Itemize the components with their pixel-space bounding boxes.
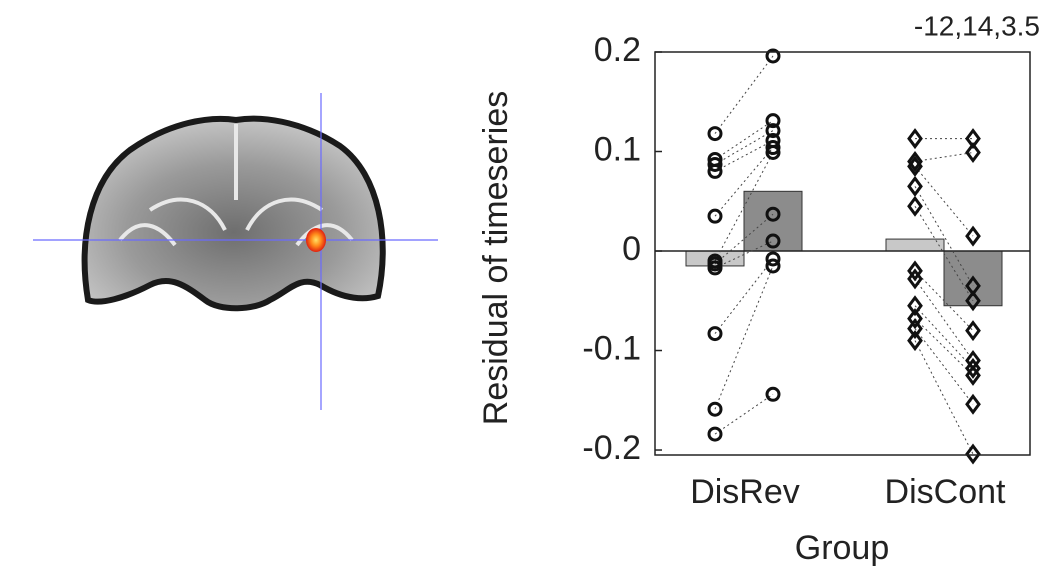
- pair-line: [915, 329, 973, 405]
- pair-line: [715, 259, 773, 334]
- coordinate-annotation: -12,14,3.5: [914, 10, 1040, 41]
- y-tick-label: 0.2: [594, 31, 641, 69]
- y-axis-label: Residual of timeseries: [477, 91, 515, 425]
- y-tick-label: -0.1: [582, 330, 641, 368]
- pair-line: [715, 56, 773, 134]
- pair-line: [915, 166, 973, 236]
- bar: [886, 239, 944, 251]
- x-axis-label: Group: [795, 529, 890, 567]
- pair-line: [715, 266, 773, 409]
- pair-line: [915, 319, 973, 376]
- pair-line: [915, 341, 973, 454]
- y-tick-label: -0.2: [582, 429, 641, 467]
- pair-line: [715, 121, 773, 160]
- brain-outline: [85, 119, 383, 309]
- pair-line: [715, 131, 773, 165]
- x-tick-label: DisRev: [690, 473, 800, 511]
- pair-line: [915, 306, 973, 369]
- brain-slice: [33, 93, 438, 410]
- y-tick-label: 0: [622, 230, 641, 268]
- x-tick-label: DisCont: [885, 473, 1006, 511]
- figure: -12,14,3.5 Residual of timeseries Group …: [0, 0, 1055, 578]
- pair-line: [715, 141, 773, 172]
- activation-blob: [306, 228, 326, 252]
- pair-line: [715, 394, 773, 434]
- y-tick-label: 0.1: [594, 130, 641, 168]
- pair-line: [915, 153, 973, 162]
